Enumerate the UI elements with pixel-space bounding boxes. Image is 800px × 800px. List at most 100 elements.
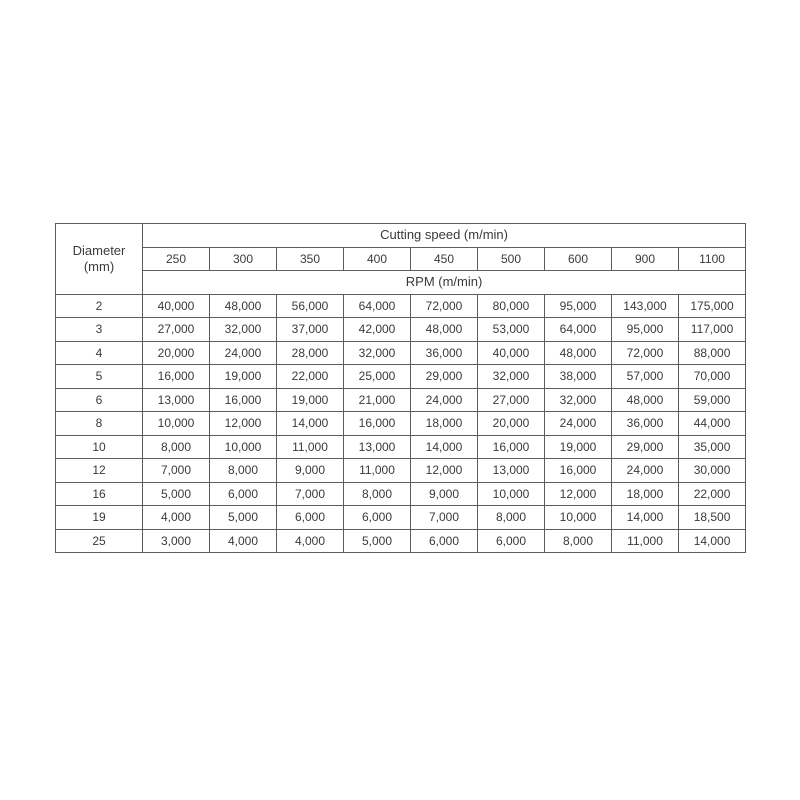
rpm-cell: 6,000	[411, 529, 478, 553]
rpm-cell: 38,000	[545, 365, 612, 389]
rpm-cell: 6,000	[210, 482, 277, 506]
rpm-cell: 7,000	[277, 482, 344, 506]
rpm-cell: 3,000	[143, 529, 210, 553]
rpm-cell: 4,000	[210, 529, 277, 553]
rpm-cell: 24,000	[612, 459, 679, 483]
rpm-cell: 57,000	[612, 365, 679, 389]
rpm-cell: 11,000	[612, 529, 679, 553]
rpm-table: Diameter (mm) Cutting speed (m/min) 250 …	[55, 223, 746, 553]
rpm-cell: 44,000	[679, 412, 746, 436]
rpm-cell: 19,000	[277, 388, 344, 412]
rpm-cell: 7,000	[411, 506, 478, 530]
speed-col-0: 250	[143, 247, 210, 271]
rpm-cell: 72,000	[612, 341, 679, 365]
rpm-cell: 27,000	[478, 388, 545, 412]
rpm-cell: 53,000	[478, 318, 545, 342]
rpm-cell: 40,000	[478, 341, 545, 365]
speed-col-2: 350	[277, 247, 344, 271]
rpm-cell: 72,000	[411, 294, 478, 318]
rpm-cell: 9,000	[277, 459, 344, 483]
rpm-table-container: Diameter (mm) Cutting speed (m/min) 250 …	[55, 223, 745, 553]
rpm-cell: 95,000	[545, 294, 612, 318]
rpm-cell: 11,000	[277, 435, 344, 459]
rpm-cell: 14,000	[411, 435, 478, 459]
speed-col-3: 400	[344, 247, 411, 271]
table-row: 5 16,000 19,000 22,000 25,000 29,000 32,…	[56, 365, 746, 389]
speed-col-7: 900	[612, 247, 679, 271]
table-row: 12 7,000 8,000 9,000 11,000 12,000 13,00…	[56, 459, 746, 483]
rpm-cell: 20,000	[478, 412, 545, 436]
diameter-cell: 12	[56, 459, 143, 483]
diameter-cell: 4	[56, 341, 143, 365]
rpm-cell: 8,000	[210, 459, 277, 483]
table-row: 16 5,000 6,000 7,000 8,000 9,000 10,000 …	[56, 482, 746, 506]
rpm-header: RPM (m/min)	[143, 271, 746, 295]
rpm-cell: 32,000	[210, 318, 277, 342]
rpm-cell: 7,000	[143, 459, 210, 483]
diameter-cell: 8	[56, 412, 143, 436]
diameter-cell: 3	[56, 318, 143, 342]
rpm-cell: 8,000	[545, 529, 612, 553]
diameter-cell: 5	[56, 365, 143, 389]
rpm-cell: 4,000	[277, 529, 344, 553]
rpm-cell: 18,500	[679, 506, 746, 530]
rpm-cell: 88,000	[679, 341, 746, 365]
rpm-cell: 13,000	[478, 459, 545, 483]
rpm-cell: 48,000	[411, 318, 478, 342]
rpm-cell: 80,000	[478, 294, 545, 318]
rpm-cell: 28,000	[277, 341, 344, 365]
rpm-cell: 36,000	[411, 341, 478, 365]
rpm-cell: 19,000	[545, 435, 612, 459]
rpm-cell: 19,000	[210, 365, 277, 389]
rpm-cell: 16,000	[545, 459, 612, 483]
rpm-cell: 29,000	[612, 435, 679, 459]
rpm-cell: 13,000	[344, 435, 411, 459]
rpm-cell: 21,000	[344, 388, 411, 412]
rpm-cell: 37,000	[277, 318, 344, 342]
rpm-cell: 12,000	[545, 482, 612, 506]
table-row: 6 13,000 16,000 19,000 21,000 24,000 27,…	[56, 388, 746, 412]
diameter-cell: 16	[56, 482, 143, 506]
rpm-cell: 12,000	[210, 412, 277, 436]
rpm-cell: 35,000	[679, 435, 746, 459]
rpm-cell: 29,000	[411, 365, 478, 389]
table-header: Diameter (mm) Cutting speed (m/min) 250 …	[56, 224, 746, 295]
rpm-cell: 14,000	[679, 529, 746, 553]
rpm-cell: 4,000	[143, 506, 210, 530]
diameter-cell: 25	[56, 529, 143, 553]
rpm-cell: 12,000	[411, 459, 478, 483]
rpm-cell: 56,000	[277, 294, 344, 318]
diameter-header-line1: Diameter	[73, 243, 126, 258]
diameter-cell: 2	[56, 294, 143, 318]
rpm-cell: 70,000	[679, 365, 746, 389]
rpm-cell: 64,000	[344, 294, 411, 318]
rpm-cell: 6,000	[344, 506, 411, 530]
rpm-cell: 22,000	[277, 365, 344, 389]
speed-col-1: 300	[210, 247, 277, 271]
rpm-cell: 8,000	[143, 435, 210, 459]
rpm-cell: 32,000	[344, 341, 411, 365]
rpm-cell: 36,000	[612, 412, 679, 436]
rpm-cell: 30,000	[679, 459, 746, 483]
rpm-cell: 48,000	[210, 294, 277, 318]
rpm-cell: 8,000	[478, 506, 545, 530]
rpm-cell: 24,000	[210, 341, 277, 365]
speed-col-5: 500	[478, 247, 545, 271]
diameter-cell: 19	[56, 506, 143, 530]
rpm-cell: 6,000	[277, 506, 344, 530]
table-row: 4 20,000 24,000 28,000 32,000 36,000 40,…	[56, 341, 746, 365]
rpm-cell: 5,000	[143, 482, 210, 506]
table-row: 25 3,000 4,000 4,000 5,000 6,000 6,000 8…	[56, 529, 746, 553]
table-body: 2 40,000 48,000 56,000 64,000 72,000 80,…	[56, 294, 746, 553]
rpm-cell: 48,000	[545, 341, 612, 365]
rpm-cell: 10,000	[210, 435, 277, 459]
rpm-cell: 24,000	[545, 412, 612, 436]
rpm-cell: 22,000	[679, 482, 746, 506]
rpm-cell: 6,000	[478, 529, 545, 553]
speed-col-8: 1100	[679, 247, 746, 271]
rpm-cell: 13,000	[143, 388, 210, 412]
table-row: 8 10,000 12,000 14,000 16,000 18,000 20,…	[56, 412, 746, 436]
rpm-cell: 175,000	[679, 294, 746, 318]
rpm-cell: 16,000	[143, 365, 210, 389]
rpm-cell: 42,000	[344, 318, 411, 342]
